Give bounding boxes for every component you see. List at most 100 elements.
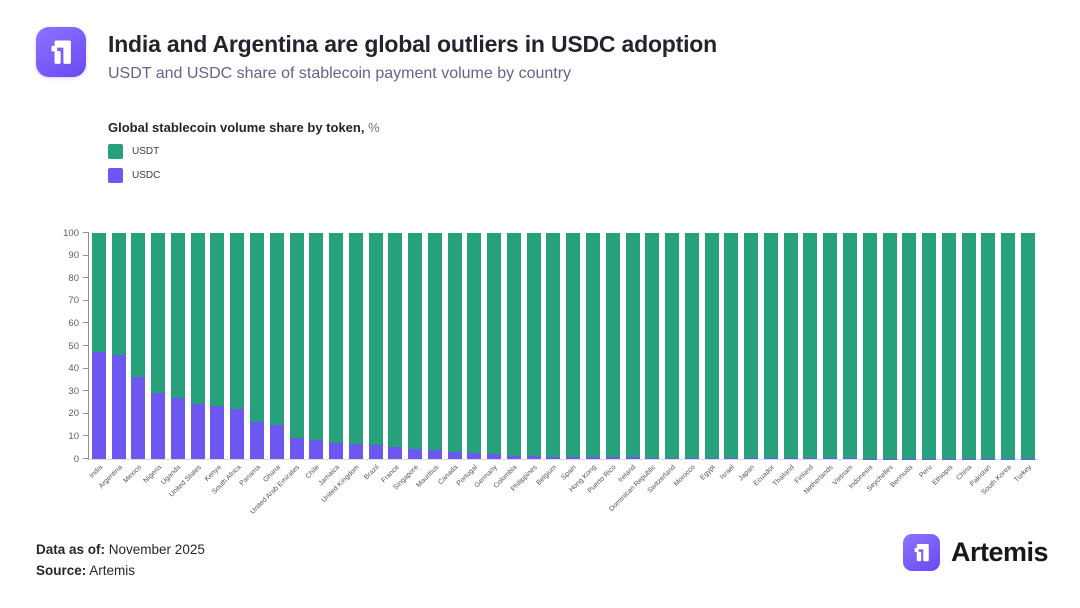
usdt-segment (487, 233, 502, 455)
usdt-segment (151, 233, 166, 394)
bar-column: Mauritius (415, 233, 445, 489)
usdc-segment (388, 446, 403, 459)
stacked-bar (823, 233, 838, 459)
usdt-segment (941, 233, 956, 459)
stacked-bar (922, 233, 937, 459)
usdc-segment (823, 458, 838, 459)
usdt-segment (783, 233, 798, 459)
x-axis-label: Mexico (122, 464, 144, 485)
usdt-segment (309, 233, 324, 440)
usdc-segment (111, 355, 126, 459)
usdt-segment (823, 233, 838, 459)
bar-column: Dominican Republic (608, 233, 662, 513)
bar-column: Jamaica (318, 233, 346, 487)
bar-column: Argentina (97, 233, 129, 490)
bar-column: Colombia (493, 233, 524, 490)
usdc-swatch-icon (108, 167, 123, 183)
x-axis-label: Egypt (698, 464, 717, 482)
bar-column: Singapore (393, 233, 425, 492)
stacked-bar (783, 233, 798, 459)
stacked-bar (111, 233, 126, 459)
bar-column: Japan (738, 233, 761, 482)
y-tick-mark (83, 367, 89, 369)
y-tick-mark (83, 412, 89, 414)
usdc-segment (842, 458, 857, 459)
bar-column: Portugal (456, 233, 485, 487)
x-axis-label: Brazil (363, 464, 381, 482)
usdt-segment (348, 233, 363, 445)
stacked-bar (447, 233, 462, 459)
usdc-segment (447, 452, 462, 459)
stacked-bar (862, 233, 877, 459)
y-tick-mark (83, 277, 89, 279)
usdc-segment (210, 405, 225, 459)
usdc-segment (605, 457, 620, 459)
usdc-segment (763, 458, 778, 459)
bar-column: United Kingdom (321, 233, 366, 504)
stacked-bar (309, 233, 324, 459)
bar-column: Vietnam (832, 233, 860, 487)
usdc-segment (546, 456, 561, 459)
artemis-logo-icon (36, 27, 86, 77)
usdt-segment (546, 233, 561, 457)
stacked-bar (348, 233, 363, 459)
bar-column: United States (168, 233, 208, 499)
usdt-segment (744, 233, 759, 459)
usdc-segment (803, 458, 818, 459)
usdt-segment (625, 233, 640, 458)
x-axis-label: Spain (560, 464, 579, 482)
y-tick-mark (83, 322, 89, 324)
bar-column: Bermuda (889, 233, 919, 489)
stacked-bar (1020, 233, 1035, 459)
stacked-bar (427, 233, 442, 459)
usdt-segment (961, 233, 976, 459)
stacked-bar (250, 233, 264, 459)
y-tick-mark (83, 299, 89, 301)
artemis-footer-logo-icon (902, 534, 940, 571)
y-tick-label: 60 (68, 317, 79, 329)
bar-column: Puerto Rico (587, 233, 623, 495)
usdt-segment (447, 233, 462, 453)
bar-column: Germany (474, 233, 504, 489)
usdt-segment (1020, 233, 1035, 459)
usdc-segment (329, 443, 344, 459)
y-tick-label: 40 (68, 362, 79, 374)
bar-column: Hong Kong (568, 233, 603, 494)
usdt-segment (467, 233, 482, 454)
stacked-bar (1001, 233, 1016, 459)
usdt-segment (763, 233, 778, 459)
stacked-bar (91, 233, 106, 459)
bar-column: Brazil (363, 233, 386, 481)
usdt-segment (427, 233, 442, 450)
usdt-segment (269, 233, 284, 426)
usdc-segment (427, 449, 442, 459)
usdt-segment (882, 233, 897, 459)
bar-column: Switzerland (647, 233, 682, 495)
usdt-segment (210, 233, 225, 406)
usdc-segment (190, 403, 205, 459)
usdc-segment (309, 439, 324, 459)
usdc-segment (684, 457, 699, 459)
source-value: Artemis (86, 563, 136, 578)
stacked-bar (645, 233, 660, 459)
y-tick-label: 20 (68, 408, 79, 420)
bar-column: Seychelles (866, 233, 900, 493)
usdc-segment (269, 425, 284, 459)
bar-column: Spain (561, 233, 583, 482)
usdt-segment (842, 233, 857, 459)
usdt-segment (230, 233, 245, 410)
usdt-segment (250, 233, 264, 422)
legend-item-usdc: USDC (108, 167, 380, 183)
usdc-segment (487, 454, 502, 459)
bar-column: India (88, 233, 109, 480)
y-tick-label: 90 (68, 249, 79, 261)
usdt-segment (665, 233, 680, 458)
bar-column: United Arab Emirates (250, 233, 307, 516)
x-axis-label: Israel (719, 464, 737, 482)
usdt-segment (922, 233, 937, 459)
usdt-segment (190, 233, 205, 404)
usdt-segment (170, 233, 185, 398)
usdt-segment (111, 233, 126, 356)
stacked-bar (151, 233, 166, 459)
